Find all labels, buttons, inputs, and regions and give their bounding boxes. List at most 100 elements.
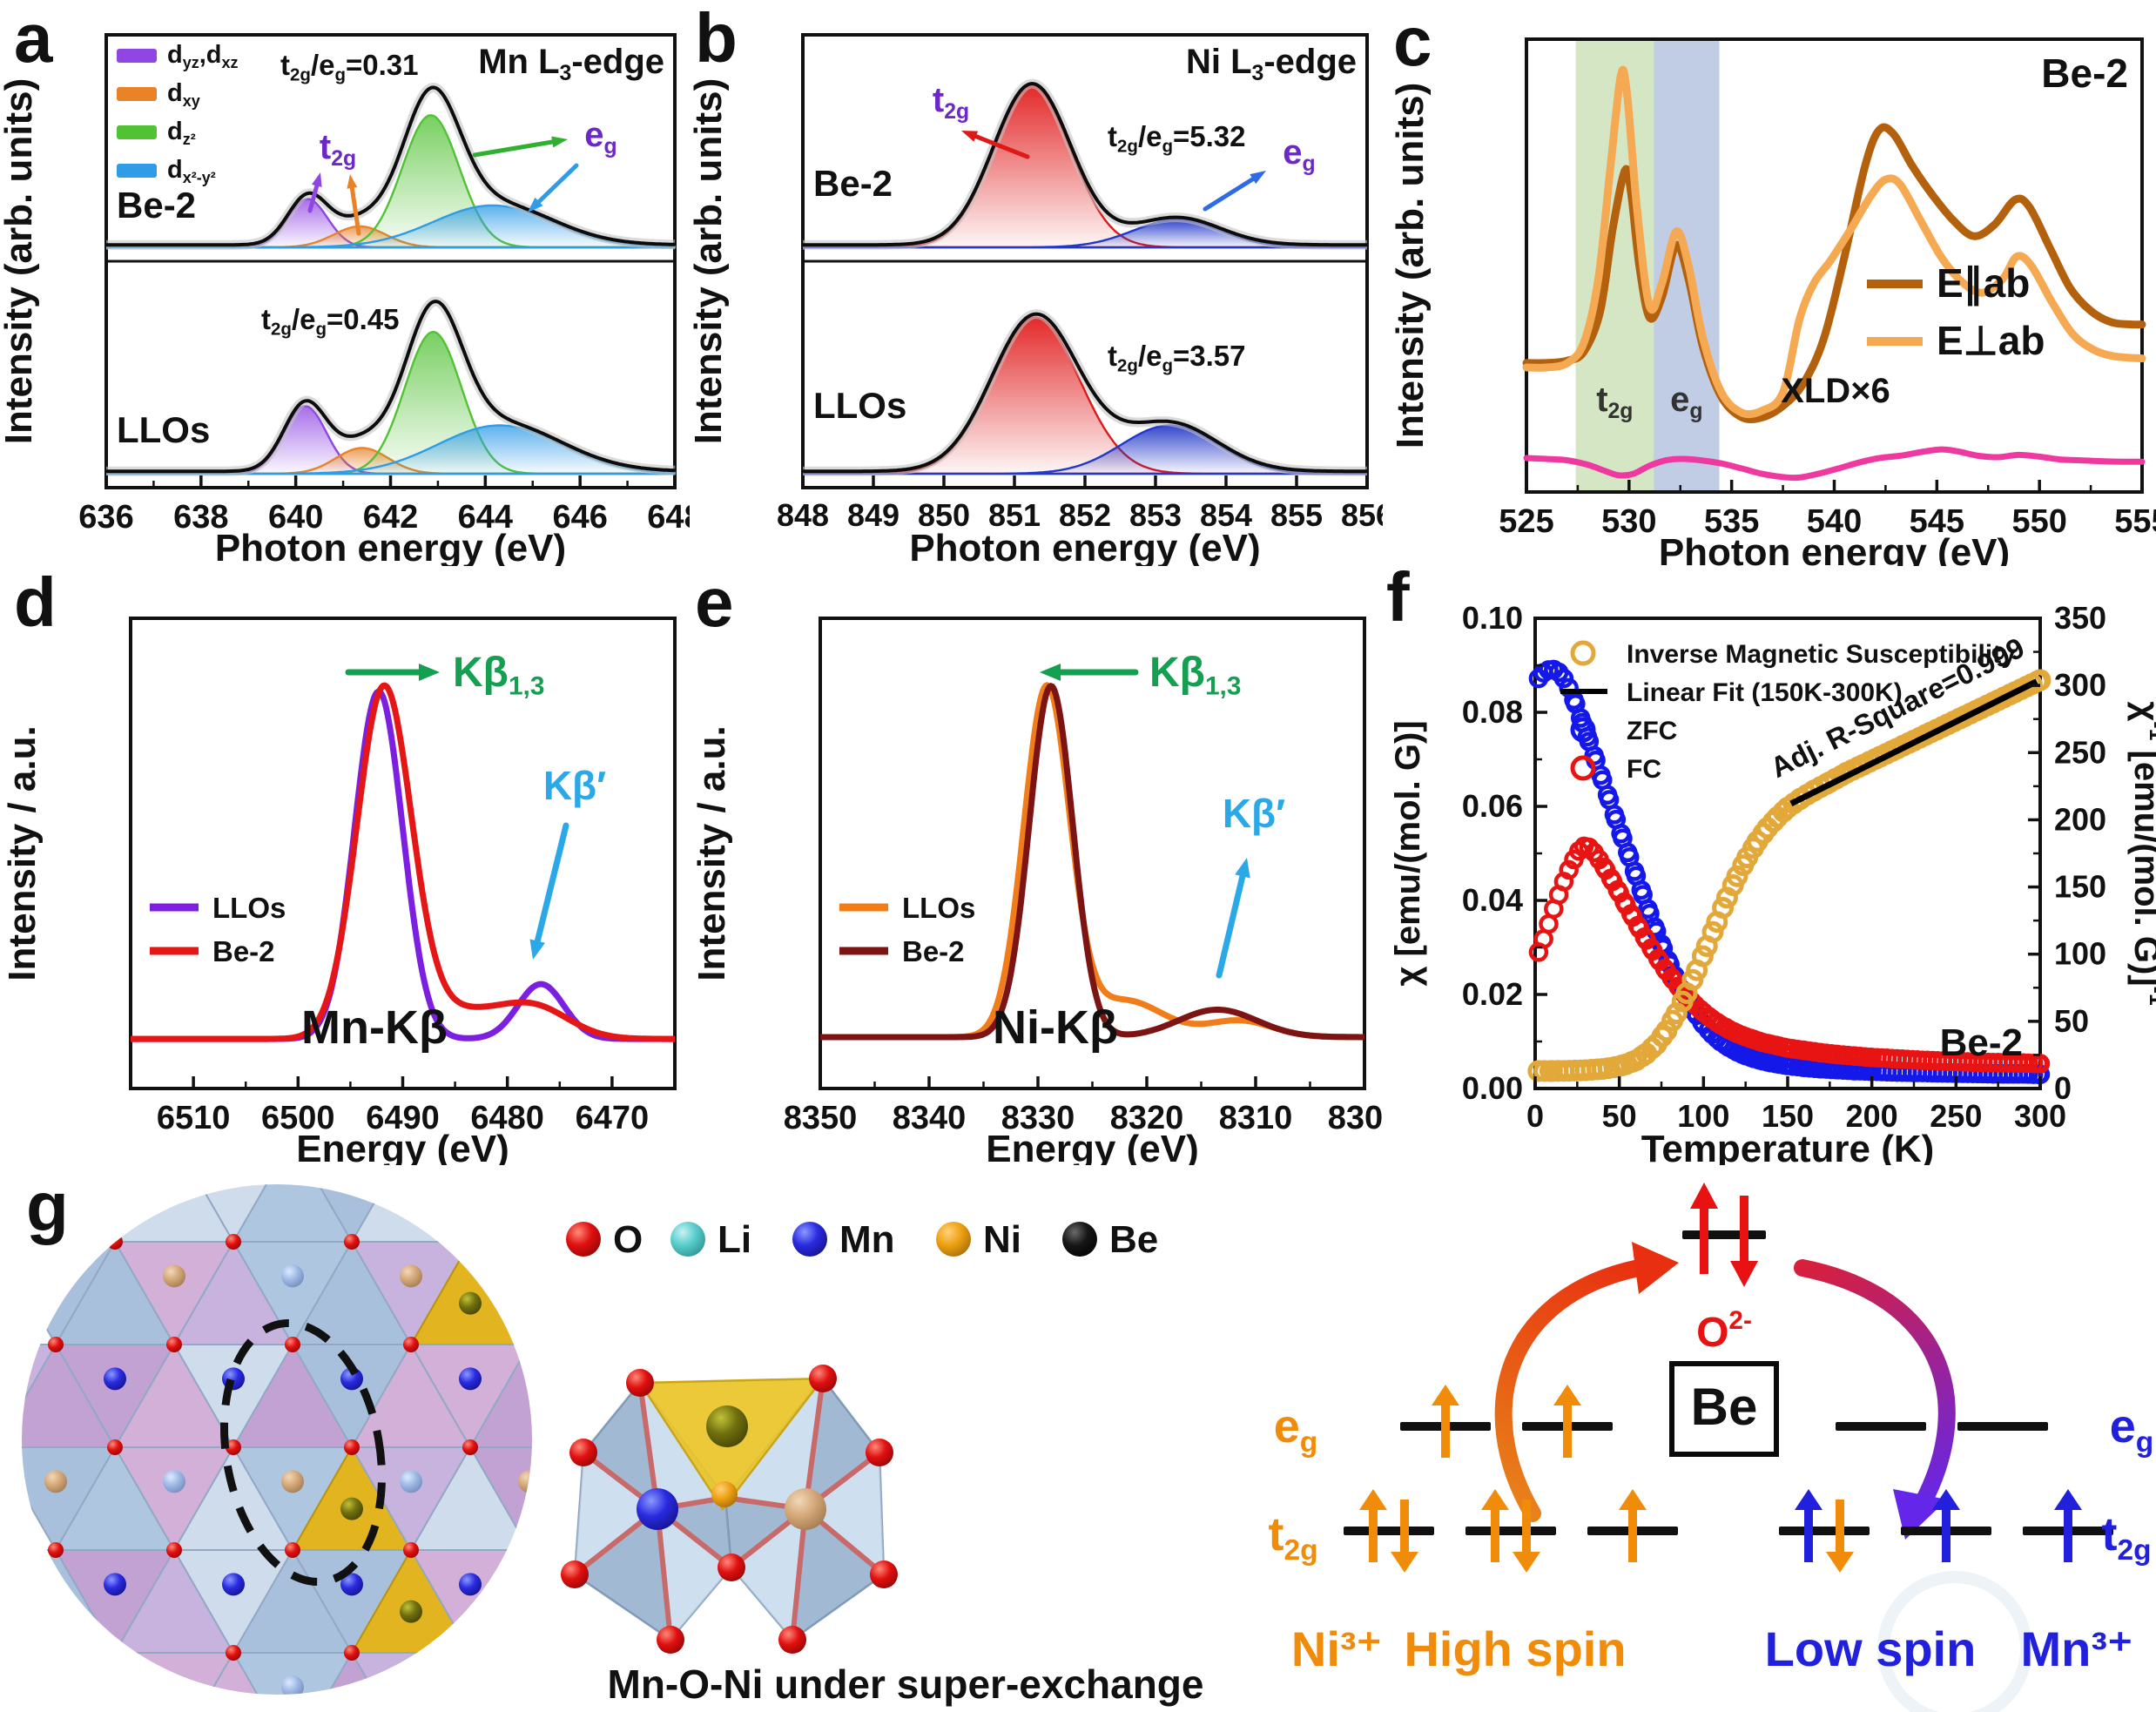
text-run: 250 xyxy=(2054,734,2106,770)
kbp-arrow xyxy=(529,822,569,960)
spin-up-arrow xyxy=(1432,1385,1459,1458)
xld-note: XLD×6 xyxy=(1781,372,1890,410)
atom-legend-sphere-Li xyxy=(670,1222,705,1257)
legend-label: dyz,dxz xyxy=(167,41,239,71)
legend-swatch xyxy=(117,125,157,139)
text-run: Photon energy (eV) xyxy=(909,527,1260,566)
energy-level-bar xyxy=(1957,1422,2048,1431)
text-run: 0 xyxy=(1526,1098,1544,1134)
arrow-shaft xyxy=(1369,1508,1378,1562)
text-run: 853 xyxy=(1129,497,1182,533)
text-run: yz xyxy=(183,54,199,71)
text-run: 1,3 xyxy=(509,672,544,701)
inverse-susceptibility-series-marker xyxy=(1691,945,1714,967)
arrow-shaft xyxy=(1740,1196,1748,1264)
text-run: xy xyxy=(183,92,200,110)
text-run: 150 xyxy=(1762,1098,1814,1134)
kb13-arrow-head xyxy=(1040,664,1061,681)
kbp-annotation: Kβ′ xyxy=(543,763,606,808)
text-run: 644 xyxy=(458,499,513,536)
y-right-tick-label: 50 xyxy=(2054,1003,2089,1039)
x-tick-label: 555 xyxy=(2114,503,2156,540)
y-left-tick-label: 0.08 xyxy=(1462,694,1523,730)
t2g-purple-arrow xyxy=(307,172,322,213)
t2g-orange-arrow-shaft xyxy=(349,185,361,236)
x-axis-label: Energy (eV) xyxy=(296,1128,509,1165)
emission-curve-Be-2 xyxy=(131,682,675,1042)
panel-g-superexchange-structure: O Li Mn Ni Be Mn-O-Ni under super-exchange xyxy=(561,1218,1203,1707)
text-run: 648 xyxy=(647,499,690,536)
text-run: 2g xyxy=(1608,400,1634,423)
x-tick-label: 854 xyxy=(1200,497,1252,533)
eg-green-arrow xyxy=(472,136,568,158)
x-tick-label: 640 xyxy=(268,499,323,536)
total-fit-curve xyxy=(803,312,1367,474)
text-run: 8310 xyxy=(1219,1100,1293,1136)
cation-sphere xyxy=(459,1184,482,1185)
octahedron-facet xyxy=(805,1378,879,1509)
text-run: 640 xyxy=(268,499,323,536)
oxygen-sphere xyxy=(166,1542,182,1558)
text-run: E∥ab xyxy=(1937,260,2030,307)
octahedron-face xyxy=(528,1184,532,1244)
arrow-shaft xyxy=(2064,1508,2072,1562)
ratio-label: t2g/eg=0.31 xyxy=(280,49,419,85)
be-sphere xyxy=(400,1600,422,1623)
sample-label: Be-2 xyxy=(117,185,196,226)
x-axis-label: Photon energy (eV) xyxy=(1659,531,2010,566)
panel-letter-f: f xyxy=(1386,558,1410,636)
text-run: 8340 xyxy=(893,1100,967,1136)
text-run: Be-2 xyxy=(212,935,275,967)
text-run: 2g xyxy=(944,100,969,124)
text-run: 0 xyxy=(2054,1070,2072,1106)
oxygen-sphere xyxy=(569,1439,597,1466)
text-run: e xyxy=(1670,381,1689,419)
eg-blue-arrow-head xyxy=(528,197,543,212)
oxygen-sphere xyxy=(226,1439,241,1455)
kbp-annotation: Kβ′ xyxy=(1223,791,1285,836)
x-tick-label: 8310 xyxy=(1219,1100,1293,1136)
text-run: 555 xyxy=(2114,503,2156,540)
cation-sphere xyxy=(518,1470,532,1493)
y-right-tick-label: 0 xyxy=(2054,1070,2072,1106)
octahedron-face xyxy=(528,1445,532,1551)
arrow-shaft xyxy=(1522,1500,1531,1554)
text-run: LLOs xyxy=(902,892,975,924)
text-run: e xyxy=(2110,1400,2136,1453)
octahedron-facet xyxy=(575,1509,670,1640)
text-run: 0.02 xyxy=(1462,976,1523,1012)
legend-marker xyxy=(1570,755,1596,781)
oxygen-sphere xyxy=(107,1234,123,1250)
x-tick-label: 853 xyxy=(1129,497,1182,533)
text-run: g xyxy=(315,320,327,340)
ratio-label: t2g/eg=3.57 xyxy=(1108,340,1246,376)
oxygen-sphere xyxy=(344,1645,360,1661)
text-run: /e xyxy=(1138,340,1162,372)
y-axis-label: Intensity (arb. units) xyxy=(0,78,40,444)
text-run: FC xyxy=(1627,755,1661,784)
cation-sphere xyxy=(7,1367,8,1390)
linear-fit-line xyxy=(1789,678,2038,807)
oxygen-sphere xyxy=(778,1626,806,1654)
legend-swatch xyxy=(117,49,157,63)
cation-sphere xyxy=(222,1184,245,1185)
text-run: [emu/(mol. G)] xyxy=(2127,740,2156,986)
x-tick-label: 6480 xyxy=(470,1100,544,1136)
arrow-shaft xyxy=(1491,1508,1499,1562)
t2g-annotation: t2g xyxy=(933,81,969,124)
text-run: 2g xyxy=(2117,1534,2151,1567)
arrow-head xyxy=(1432,1385,1459,1405)
cation-sphere xyxy=(104,1573,126,1596)
ni-sphere xyxy=(785,1488,826,1530)
text-run: 8330 xyxy=(1001,1100,1075,1136)
total-fit-curve xyxy=(803,82,1367,247)
arrow-shaft xyxy=(1836,1500,1844,1554)
be-sphere xyxy=(459,1291,482,1315)
x-tick-label: 851 xyxy=(988,497,1041,533)
text-run: 350 xyxy=(2054,600,2106,636)
cation-sphere xyxy=(281,1675,304,1695)
y-axis-label: Intensity / a.u. xyxy=(1,725,44,981)
y-left-tick-label: 0.02 xyxy=(1462,976,1523,1012)
text-run: g xyxy=(334,65,346,85)
